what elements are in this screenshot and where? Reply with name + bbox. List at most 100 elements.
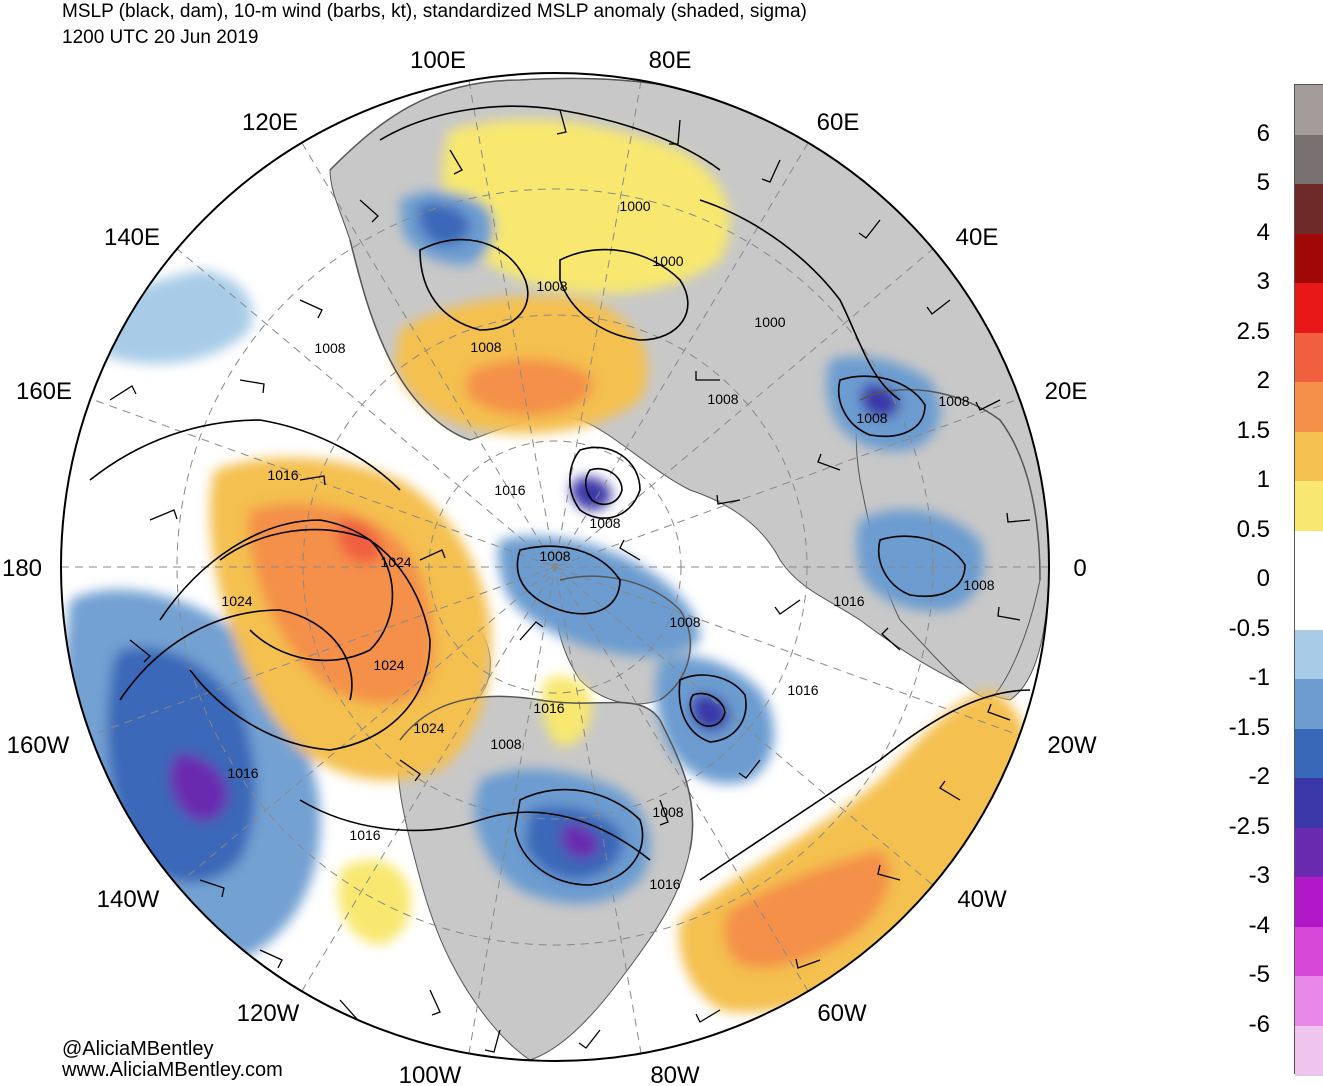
strong-positive-siberia — [465, 359, 593, 416]
colorbar-swatch — [1295, 530, 1323, 581]
isobar-label: 1024 — [373, 657, 404, 673]
isobar-label: 1016 — [267, 467, 298, 483]
colorbar-label: -0.5 — [1228, 614, 1270, 642]
colorbar-label: -6 — [1248, 1010, 1270, 1038]
negative-anomaly-europe — [856, 509, 984, 611]
isobar-label: 1008 — [856, 410, 887, 426]
core-negative-pacific — [169, 754, 229, 821]
colorbar-swatch — [1295, 728, 1323, 779]
isobar-label: 1008 — [707, 391, 738, 407]
colorbar-swatch — [1295, 431, 1323, 482]
colorbar-label: 0 — [1256, 565, 1270, 592]
colorbar-swatch — [1295, 976, 1323, 1026]
isobar-label: 1016 — [833, 593, 864, 609]
wind-barbs — [109, 109, 1031, 1053]
credit-handle: @AliciaMBentley — [62, 1038, 214, 1060]
isobar-label: 1008 — [314, 340, 345, 356]
isobar-label: 1008 — [490, 736, 521, 752]
colorbar-swatch — [1295, 134, 1323, 185]
colorbar-swatch — [1295, 382, 1323, 432]
lon-label-100w: 100W — [399, 1062, 462, 1086]
colorbar-swatch — [1295, 481, 1323, 531]
colorbar-label: -5 — [1248, 961, 1270, 988]
positive-anomaly-greenland — [541, 676, 592, 746]
colorbar-label: 5 — [1256, 169, 1270, 196]
isobar-label: 1008 — [536, 278, 567, 294]
isobar-label: 1016 — [787, 682, 818, 698]
colorbar-label: -1.5 — [1228, 713, 1270, 741]
colorbar-swatch — [1295, 877, 1323, 927]
colorbar-label: -4 — [1248, 911, 1270, 939]
isobar-label: 1024 — [380, 554, 411, 570]
colorbar-swatch — [1295, 679, 1323, 729]
map-title: MSLP (black, dam), 10-m wind (barbs, kt)… — [62, 1, 807, 22]
core-negative-pole — [570, 476, 612, 511]
longitude-labels: 100E 80E 120E 60E 140E 40E 160E 20E 180 … — [2, 47, 1097, 1086]
isobar-label: 1008 — [938, 393, 969, 409]
lon-label-120e: 120E — [242, 109, 298, 136]
lon-label-140e: 140E — [104, 224, 160, 251]
isobar-label: 1016 — [227, 765, 258, 781]
meridian-40e-140w — [175, 247, 935, 887]
strong-positive-atlantic — [724, 850, 891, 969]
graticule — [61, 80, 1049, 1054]
colorbar-swatch — [1295, 778, 1323, 828]
colorbar-swatch — [1295, 827, 1323, 878]
isobar-label: 1016 — [649, 876, 680, 892]
positive-anomaly-northasia — [442, 119, 730, 294]
core-negative-canada — [560, 824, 600, 859]
isobar-labels: 1000 1000 1000 1008 1008 1008 1008 1008 … — [221, 198, 994, 892]
colorbar-label: -1 — [1248, 664, 1270, 691]
lon-label-120w: 120W — [237, 1000, 300, 1027]
polar-map: 1000 1000 1000 1008 1008 1008 1008 1008 … — [2, 47, 1097, 1086]
isobar-label: 1008 — [589, 515, 620, 531]
lon-label-140w: 140W — [97, 886, 160, 913]
lon-label-160e: 160E — [16, 378, 72, 405]
lon-label-0: 0 — [1073, 555, 1086, 582]
colorbar-swatch — [1295, 629, 1323, 680]
isobar-label: 1000 — [754, 314, 785, 330]
lon-label-100e: 100E — [410, 47, 466, 74]
lon-label-60e: 60E — [817, 109, 860, 136]
isobar-label: 1008 — [669, 614, 700, 630]
lon-label-160w: 160W — [7, 732, 70, 759]
colorbar-label: 1 — [1256, 466, 1270, 493]
lon-label-60w: 60W — [817, 1000, 867, 1027]
colorbar-label: -2 — [1248, 763, 1270, 790]
colorbar-label: 1.5 — [1236, 416, 1270, 444]
colorbar-swatch — [1295, 1025, 1323, 1076]
lon-label-80w: 80W — [650, 1062, 700, 1086]
isobar-label: 1008 — [963, 577, 994, 593]
colorbar-label: 2.5 — [1236, 317, 1270, 345]
colorbar-label: 6 — [1256, 119, 1270, 147]
positive-anomaly-westus — [338, 859, 411, 945]
lon-label-20e: 20E — [1045, 378, 1088, 405]
lon-label-20w: 20W — [1047, 732, 1097, 759]
colorbar-swatch — [1295, 283, 1323, 333]
lon-label-180: 180 — [2, 555, 42, 582]
strong-negative-eastasia — [419, 203, 470, 246]
isobar-label: 1008 — [652, 804, 683, 820]
isobar-label: 1024 — [413, 720, 444, 736]
isobar-label: 1016 — [494, 482, 525, 498]
credit-website: www.AliciaMBentley.com — [62, 1059, 283, 1081]
isobar-label: 1008 — [470, 339, 501, 355]
isobar-label: 1000 — [652, 253, 683, 269]
colorbar-swatch — [1295, 184, 1323, 234]
valid-time: 1200 UTC 20 Jun 2019 — [62, 27, 259, 48]
lon-label-40e: 40E — [956, 224, 999, 251]
isobar-label: 1016 — [533, 700, 564, 716]
colorbar-label: 0.5 — [1236, 515, 1270, 543]
colorbar — [1294, 84, 1323, 1076]
colorbar-label: 2 — [1256, 367, 1270, 394]
isobar-label: 1008 — [539, 548, 570, 564]
core-positive-bering — [337, 519, 382, 564]
lon-label-40w: 40W — [957, 886, 1007, 913]
colorbar-label: 3 — [1256, 268, 1270, 295]
lon-label-80e: 80E — [649, 47, 692, 74]
negative-anomaly-arctic — [497, 536, 700, 657]
map-border — [60, 72, 1050, 1062]
colorbar-swatch — [1295, 85, 1323, 135]
colorbar-label: -2.5 — [1228, 812, 1270, 840]
colorbar-swatch — [1295, 332, 1323, 383]
